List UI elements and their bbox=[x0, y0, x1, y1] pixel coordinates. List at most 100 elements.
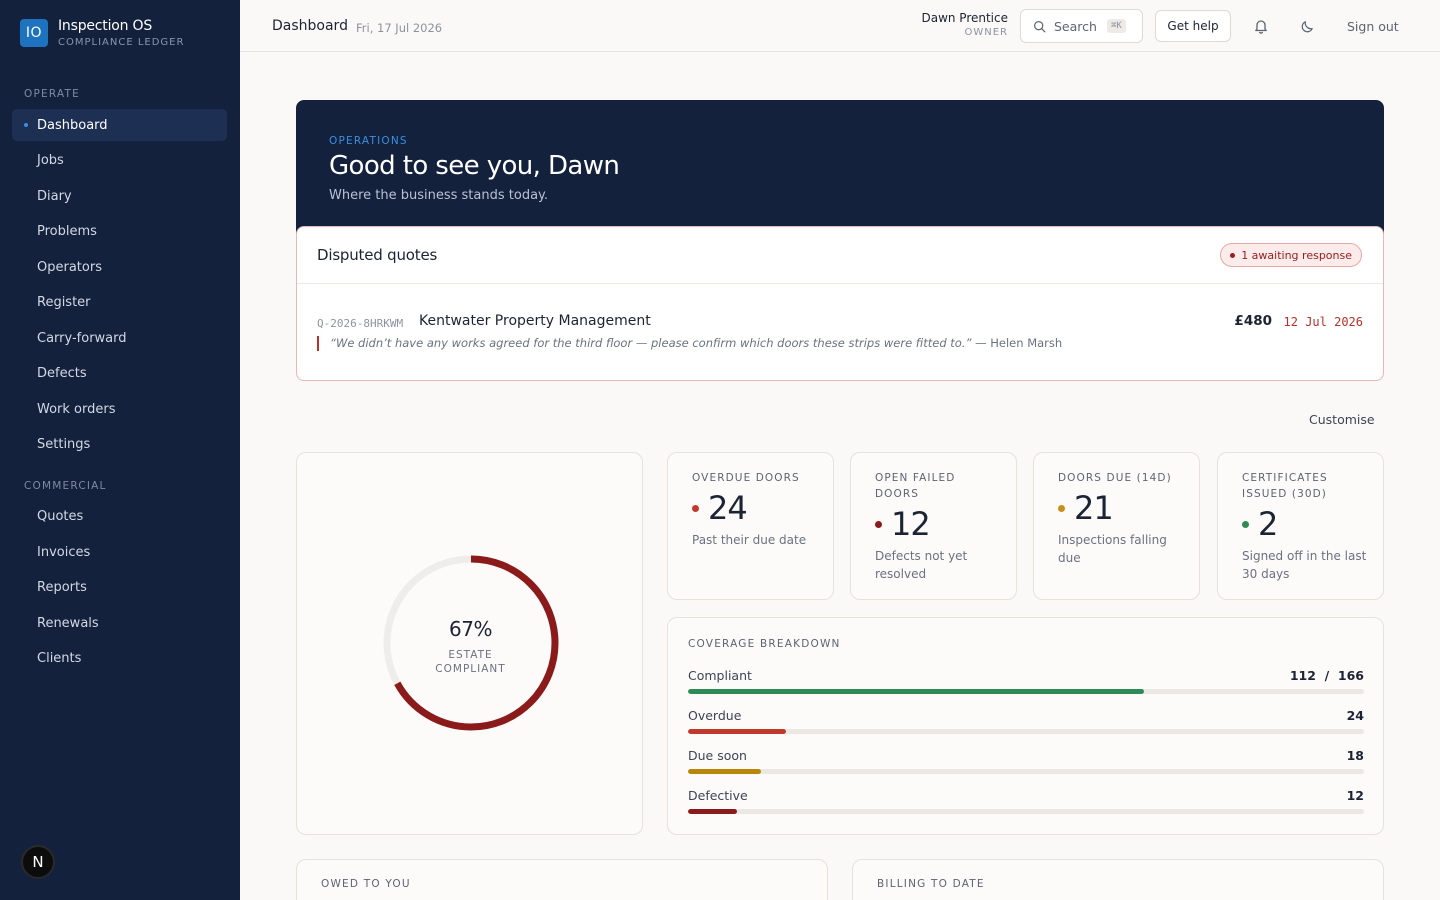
sidebar-item-diary[interactable]: Diary bbox=[37, 188, 72, 204]
progress-track bbox=[688, 769, 1364, 774]
notifications-button[interactable] bbox=[1249, 14, 1273, 38]
stat-description: Signed off in the last 30 days bbox=[1242, 549, 1367, 581]
coverage-count: 112 / 166 bbox=[1289, 668, 1364, 683]
card-title: OWED TO YOU bbox=[321, 878, 411, 890]
progress-fill bbox=[688, 769, 762, 774]
sidebar-item-invoices[interactable]: Invoices bbox=[37, 544, 91, 560]
owed-to-you-card: OWED TO YOU bbox=[296, 859, 828, 900]
avatar[interactable]: N bbox=[21, 845, 55, 879]
sidebar-item-carry-forward[interactable]: Carry-forward bbox=[37, 330, 127, 346]
brand[interactable]: IO Inspection OS COMPLIANCE LEDGER bbox=[20, 18, 184, 48]
coverage-label: Due soon bbox=[688, 748, 747, 763]
nav-section-commercial: COMMERCIAL bbox=[24, 480, 107, 492]
progress-fill bbox=[688, 729, 786, 734]
coverage-label: Overdue bbox=[688, 708, 742, 723]
client-comment: “We didn’t have any works agreed for the… bbox=[317, 336, 1062, 351]
sidebar-item-settings[interactable]: Settings bbox=[37, 436, 91, 452]
stat-description: Defects not yet resolved bbox=[875, 549, 968, 581]
stat-description: Past their due date bbox=[692, 533, 807, 547]
progress-fill bbox=[688, 809, 737, 814]
search-shortcut: ⌘K bbox=[1106, 19, 1126, 33]
sidebar-item-register[interactable]: Register bbox=[37, 294, 91, 310]
search-label: Search bbox=[1054, 18, 1097, 34]
active-dot-icon bbox=[24, 123, 28, 127]
progress-fill bbox=[688, 689, 1145, 694]
sign-out-link[interactable]: Sign out bbox=[1347, 19, 1399, 34]
stat-card-doors-due[interactable]: DOORS DUE (14D) 21 Inspections falling d… bbox=[1033, 452, 1200, 600]
stat-label: OVERDUE DOORS bbox=[692, 472, 800, 484]
disputed-quotes-panel: Disputed quotes 1 awaiting response Q-20… bbox=[296, 226, 1384, 381]
moon-icon bbox=[1301, 20, 1313, 32]
compliance-ring-card: 67% ESTATE COMPLIANT bbox=[296, 452, 643, 835]
coverage-title: COVERAGE BREAKDOWN bbox=[688, 638, 841, 650]
stat-label: CERTIFICATES ISSUED (30D) bbox=[1242, 472, 1328, 500]
coverage-count: 24 bbox=[1346, 708, 1364, 723]
coverage-label: Defective bbox=[688, 788, 748, 803]
stat-card-certificates-issued[interactable]: CERTIFICATES ISSUED (30D) 2 Signed off i… bbox=[1217, 452, 1384, 600]
progress-track bbox=[688, 729, 1364, 734]
theme-toggle-button[interactable] bbox=[1295, 14, 1319, 38]
sidebar-item-problems[interactable]: Problems bbox=[37, 223, 97, 239]
compliance-ring bbox=[383, 555, 559, 731]
disputed-quotes-title: Disputed quotes bbox=[317, 246, 438, 264]
stat-value: 21 bbox=[1058, 489, 1114, 527]
user-info: Dawn Prentice OWNER bbox=[921, 11, 1008, 38]
quote-ref: Q-2026-8HRKWM bbox=[317, 317, 404, 330]
status-dot-icon bbox=[692, 504, 699, 512]
nav-section-operate: OPERATE bbox=[24, 88, 80, 100]
stat-value: 12 bbox=[875, 505, 931, 543]
status-dot-icon bbox=[1058, 504, 1065, 512]
quote-client: Kentwater Property Management bbox=[419, 313, 651, 329]
hero-title: Good to see you, Dawn bbox=[329, 151, 620, 181]
quote-date: 12 Jul 2026 bbox=[1283, 315, 1363, 329]
ring-progress bbox=[383, 555, 559, 731]
coverage-breakdown-card: COVERAGE BREAKDOWN Compliant 112 / 166 O… bbox=[667, 617, 1384, 835]
hero-subtitle: Where the business stands today. bbox=[329, 188, 549, 203]
stat-description: Inspections falling due bbox=[1058, 533, 1167, 565]
search-icon bbox=[1034, 20, 1046, 32]
divider bbox=[297, 283, 1383, 284]
progress-track bbox=[688, 689, 1364, 694]
coverage-count: 18 bbox=[1346, 748, 1364, 763]
sidebar-item-defects[interactable]: Defects bbox=[37, 365, 87, 381]
top-header: Dashboard Fri, 17 Jul 2026 Dawn Prentice… bbox=[240, 0, 1440, 52]
stat-card-open-failed-doors[interactable]: OPEN FAILED DOORS 12 Defects not yet res… bbox=[850, 452, 1017, 600]
get-help-button[interactable]: Get help bbox=[1155, 10, 1231, 42]
search-button[interactable]: Search ⌘K bbox=[1020, 9, 1143, 43]
stat-card-overdue-doors[interactable]: OVERDUE DOORS 24 Past their due date bbox=[667, 452, 834, 600]
coverage-count: 12 bbox=[1346, 788, 1364, 803]
customise-button[interactable]: Customise bbox=[1309, 412, 1375, 427]
sidebar-item-dashboard[interactable]: Dashboard bbox=[12, 109, 227, 141]
compliance-percent: 67% bbox=[449, 617, 492, 641]
stat-value: 2 bbox=[1242, 505, 1278, 543]
sidebar: IO Inspection OS COMPLIANCE LEDGER OPERA… bbox=[0, 0, 240, 900]
sidebar-item-operators[interactable]: Operators bbox=[37, 259, 102, 275]
stat-value: 24 bbox=[692, 489, 748, 527]
bell-icon bbox=[1255, 20, 1267, 34]
quote-amount: £480 bbox=[1234, 313, 1272, 329]
card-title: BILLING TO DATE bbox=[877, 878, 985, 890]
header-date: Fri, 17 Jul 2026 bbox=[356, 21, 443, 35]
hero-kicker: OPERATIONS bbox=[329, 135, 408, 147]
sidebar-item-quotes[interactable]: Quotes bbox=[37, 508, 84, 524]
stat-label: OPEN FAILED DOORS bbox=[875, 472, 956, 500]
sidebar-item-reports[interactable]: Reports bbox=[37, 579, 87, 595]
comment-author: — Helen Marsh bbox=[971, 336, 1063, 350]
user-name: Dawn Prentice bbox=[921, 11, 1008, 25]
brand-logo: IO bbox=[20, 19, 48, 47]
brand-subtitle: COMPLIANCE LEDGER bbox=[58, 37, 185, 48]
sidebar-item-work-orders[interactable]: Work orders bbox=[37, 401, 116, 417]
compliance-caption: ESTATE COMPLIANT bbox=[435, 649, 506, 675]
brand-name: Inspection OS bbox=[58, 18, 153, 34]
coverage-label: Compliant bbox=[688, 668, 752, 683]
page-title: Dashboard bbox=[272, 18, 348, 34]
status-badge: 1 awaiting response bbox=[1220, 243, 1362, 267]
comment-text: “We didn’t have any works agreed for the… bbox=[330, 336, 972, 350]
sidebar-item-renewals[interactable]: Renewals bbox=[37, 615, 99, 631]
billing-to-date-card: BILLING TO DATE bbox=[852, 859, 1384, 900]
sidebar-item-jobs[interactable]: Jobs bbox=[37, 152, 64, 168]
user-role: OWNER bbox=[964, 27, 1008, 38]
status-dot-icon bbox=[875, 520, 882, 528]
status-dot-icon bbox=[1242, 520, 1249, 528]
sidebar-item-clients[interactable]: Clients bbox=[37, 650, 82, 666]
